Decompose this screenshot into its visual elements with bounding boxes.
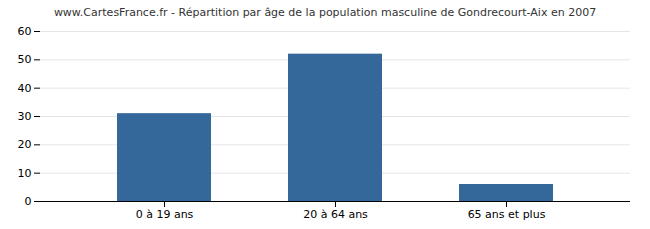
svg-text:65 ans et plus: 65 ans et plus xyxy=(468,208,546,221)
svg-text:20 à 64 ans: 20 à 64 ans xyxy=(303,208,368,221)
svg-text:0 à 19 ans: 0 à 19 ans xyxy=(136,208,194,221)
svg-text:50: 50 xyxy=(18,53,32,66)
svg-text:0: 0 xyxy=(25,195,32,208)
svg-text:40: 40 xyxy=(18,82,32,95)
svg-text:10: 10 xyxy=(18,167,32,180)
svg-text:20: 20 xyxy=(18,138,32,151)
svg-text:60: 60 xyxy=(18,25,32,38)
html-text:www.CartesFrance.fr - Répartit: www.CartesFrance.fr - Répartition par âg… xyxy=(53,6,597,19)
svg-text:30: 30 xyxy=(18,110,32,123)
